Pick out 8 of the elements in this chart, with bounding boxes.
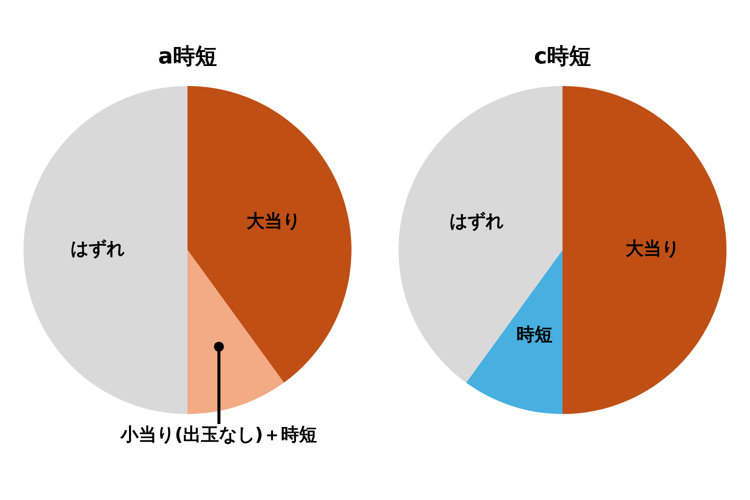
chart-title: a時短	[158, 44, 217, 70]
slice-label: 大当り	[624, 238, 680, 260]
slice-label: 大当り	[245, 210, 300, 232]
slice-label: 小当り(出玉なし)＋時短	[120, 424, 318, 446]
slice-label: 時短	[516, 324, 553, 346]
slice-label: はずれ	[70, 238, 124, 260]
chart-title: c時短	[534, 44, 592, 70]
slice-label: はずれ	[450, 210, 504, 232]
